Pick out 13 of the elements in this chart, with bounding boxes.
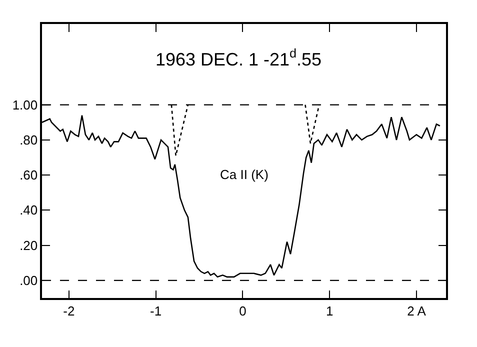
annotation: Ca II (K) — [220, 167, 268, 182]
x-tick-label: 1 — [326, 303, 334, 318]
y-tick-label: 1.00 — [12, 97, 38, 112]
x-tick-label: -2 — [63, 303, 75, 318]
x-tick-label: 2 A — [407, 303, 426, 318]
x-tick-label: 0 — [239, 303, 246, 318]
x-tick-label: -1 — [150, 303, 162, 318]
y-tick-label: .80 — [20, 132, 38, 148]
text: 1963 DEC. 1 -21$^{d}$.55 — [155, 46, 322, 70]
y-tick-label: .40 — [20, 202, 38, 218]
y-tick-label: .20 — [20, 238, 38, 253]
y-tick-label: .60 — [20, 168, 38, 183]
y-tick-label: .00 — [20, 272, 38, 288]
